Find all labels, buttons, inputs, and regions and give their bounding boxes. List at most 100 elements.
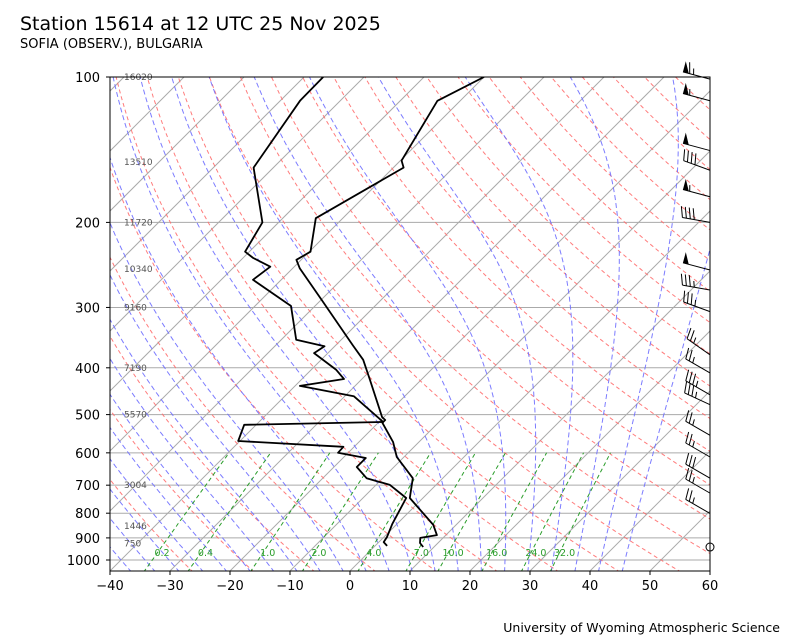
wind-barb <box>682 61 711 80</box>
isotherm-line <box>649 510 710 571</box>
isotherm-line <box>110 77 545 512</box>
barb-full <box>688 412 693 424</box>
barb-full <box>687 383 691 395</box>
dry-adiabat-line <box>177 77 620 571</box>
chart-title: Station 15614 at 12 UTC 25 Nov 2025 <box>20 13 381 35</box>
moist-adiabat-line <box>464 77 574 571</box>
moist-adiabat-line <box>110 546 132 571</box>
wind-barb <box>683 149 711 171</box>
mixing-ratio-line <box>405 452 476 571</box>
dry-adiabat-line <box>240 77 710 555</box>
mixing-ratio-line <box>143 452 230 571</box>
moist-adiabat-line <box>569 77 620 571</box>
barb-full <box>688 207 691 219</box>
moist-adiabat-line <box>110 458 204 571</box>
y-tick-label: 300 <box>75 301 100 316</box>
wind-barb <box>682 82 711 102</box>
barb-pennant <box>682 178 689 192</box>
mixing-ratio-line <box>549 452 612 571</box>
mixing-ratio-line <box>187 452 272 571</box>
barb-full <box>688 433 693 446</box>
barb-half <box>693 337 697 344</box>
barb-shaft <box>682 71 711 80</box>
barb-shaft <box>686 338 711 356</box>
barb-full <box>692 373 697 385</box>
barb-full <box>686 327 692 339</box>
barb-full <box>688 275 691 287</box>
isotherm-line <box>229 90 710 571</box>
moist-adiabat-line <box>110 426 228 571</box>
dry-adiabat-line <box>395 77 710 387</box>
barb-full <box>684 274 687 286</box>
barb-full <box>683 149 686 161</box>
barb-half <box>695 391 698 399</box>
height-label: 5570 <box>124 411 147 421</box>
barb-full <box>684 206 687 219</box>
moist-adiabat-line <box>110 156 367 571</box>
barb-shaft <box>685 499 711 514</box>
barb-full <box>685 410 690 422</box>
wind-barb <box>685 488 711 514</box>
wind-barbs <box>680 61 715 552</box>
y-tick-label: 700 <box>75 479 100 494</box>
barb-half <box>692 497 695 504</box>
x-tick-label: −10 <box>276 579 303 594</box>
barb-full <box>680 273 683 286</box>
barb-pennant <box>682 132 689 145</box>
dry-adiabat-line <box>115 77 498 571</box>
dry-adiabat-line <box>333 77 710 452</box>
y-tick-label: 800 <box>75 507 100 522</box>
isotherm-line <box>0 77 4 571</box>
barb-shaft <box>682 284 711 291</box>
barb-pennant <box>682 252 689 265</box>
moist-adiabat-line <box>253 77 482 571</box>
moist-adiabat-line <box>110 221 344 571</box>
barb-half <box>692 440 695 448</box>
moist-adiabat-line <box>110 393 251 571</box>
height-label: 11720 <box>124 218 153 228</box>
barb-half <box>694 299 697 307</box>
moist-adiabat-line <box>110 273 321 571</box>
x-tick-label: −40 <box>96 579 123 594</box>
height-label: 7190 <box>124 364 147 374</box>
x-tick-label: 10 <box>402 579 419 594</box>
barb-full <box>685 369 690 381</box>
barb-shaft <box>685 442 711 458</box>
mixing-ratio-line <box>481 452 548 571</box>
barb-full <box>684 381 688 393</box>
barb-full <box>690 152 693 164</box>
moist-adiabat-line <box>110 488 180 571</box>
mixing-ratio-label: 7.0 <box>414 548 429 559</box>
wind-barb <box>683 290 711 313</box>
moist-adiabat-line <box>208 77 459 571</box>
wind-barb <box>684 381 711 406</box>
barb-full <box>685 347 690 360</box>
temperature-trace <box>295 77 485 548</box>
isotherm-line <box>110 77 365 332</box>
wind-barb <box>682 252 711 271</box>
station-subtitle: SOFIA (OBSERV.), BULGARIA <box>20 37 203 52</box>
dry-adiabat-line <box>519 77 710 262</box>
dry-adiabat-line <box>302 77 710 486</box>
y-tick-label: 500 <box>75 409 100 424</box>
barb-full <box>680 206 683 218</box>
barb-full <box>685 431 690 444</box>
barb-full <box>688 490 693 502</box>
barb-full <box>685 453 690 465</box>
isotherm-line <box>409 270 710 571</box>
barb-full <box>685 467 690 480</box>
barb-full <box>685 488 690 500</box>
isotherm-line <box>110 77 245 212</box>
height-label: 13510 <box>124 158 153 168</box>
height-label: 750 <box>124 540 141 550</box>
barb-shaft <box>682 93 711 102</box>
barb-shaft <box>683 160 711 171</box>
height-label: 3004 <box>124 481 147 491</box>
moist-adiabat-line <box>309 77 507 571</box>
wind-barb <box>682 132 711 152</box>
mixing-ratio-label: 0.2 <box>154 548 169 559</box>
dry-adiabat-line <box>110 408 254 571</box>
wind-barb <box>680 206 711 223</box>
